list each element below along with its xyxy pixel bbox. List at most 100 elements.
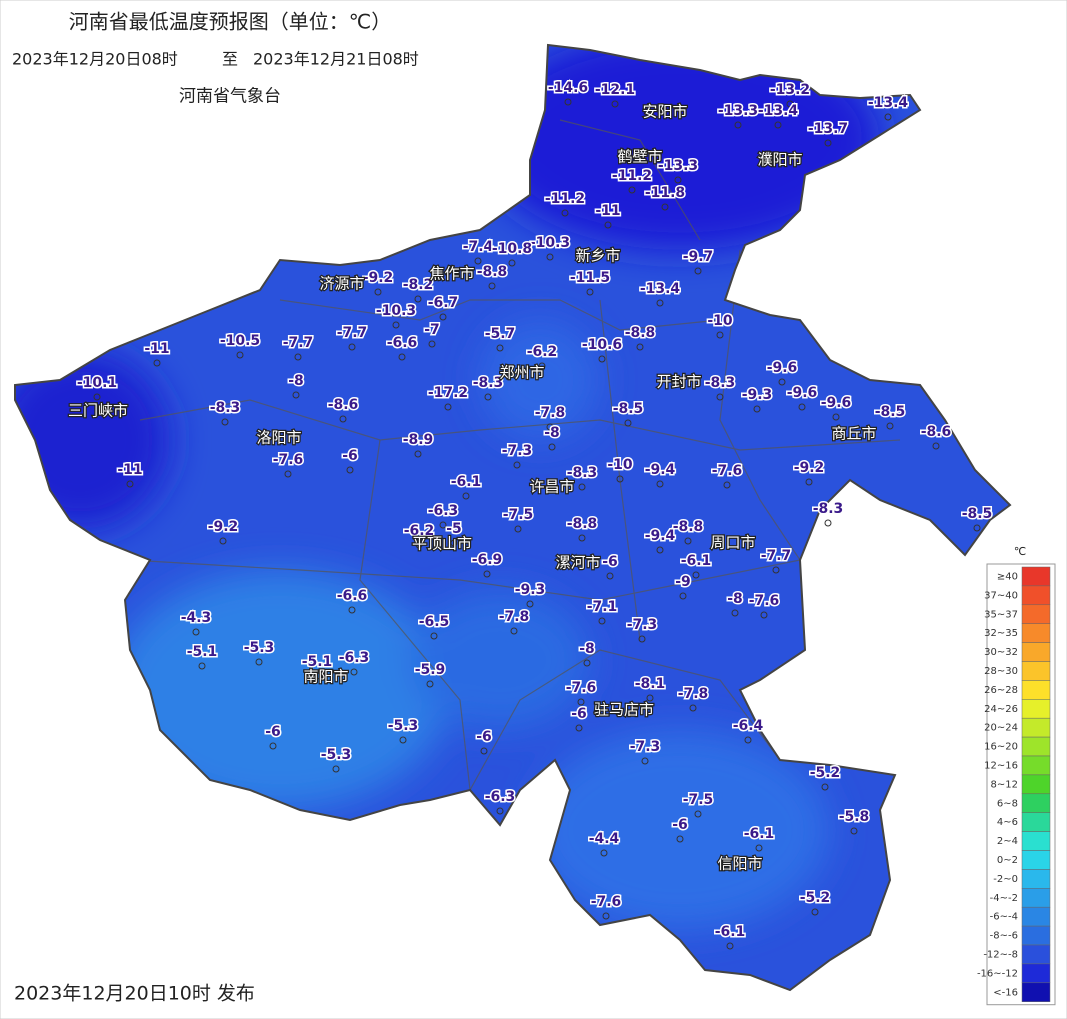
legend-swatch <box>1021 793 1051 813</box>
station-dot <box>488 282 496 290</box>
station-dot <box>439 521 447 529</box>
station-dot <box>661 203 669 211</box>
station-value: -6.2 <box>404 523 435 539</box>
legend-swatch <box>1021 850 1051 870</box>
legend-unit: ℃ <box>1014 545 1026 558</box>
legend-swatch <box>1021 755 1051 776</box>
station-dot <box>694 810 702 818</box>
station-dot <box>526 600 534 608</box>
station-value: -9.4 <box>645 462 676 478</box>
station-dot <box>514 525 522 533</box>
station-value: -11.2 <box>545 191 585 207</box>
city-name: 焦作市 <box>429 265 474 283</box>
station-dot <box>646 694 654 702</box>
station-value: -7.5 <box>503 507 534 523</box>
station-value: -6.1 <box>451 474 482 490</box>
legend-swatch <box>1021 982 1051 1002</box>
station-value: -10.3 <box>376 303 416 319</box>
station-value: -5 <box>446 521 462 537</box>
station-dot <box>561 209 569 217</box>
legend-swatch <box>1021 963 1051 984</box>
station-value: -6 <box>265 724 281 740</box>
legend-swatch <box>1021 925 1051 946</box>
station-value: -7.6 <box>566 680 597 696</box>
city-name: 周口市 <box>710 534 755 552</box>
station-dot <box>546 423 554 431</box>
station-dot <box>600 849 608 857</box>
station-value: -7.6 <box>712 463 743 479</box>
station-value: -13.4 <box>640 281 681 297</box>
agency: 河南省气象台 <box>179 87 281 107</box>
legend-label: 26~28 <box>984 685 1018 696</box>
station-dot <box>641 757 649 765</box>
station-dot <box>679 592 687 600</box>
station-value: -11.5 <box>570 270 610 286</box>
province-outline <box>14 43 1012 992</box>
station-dot <box>586 288 594 296</box>
legend-swatch <box>1021 661 1051 681</box>
station-dot <box>598 617 606 625</box>
station-value: -6.1 <box>744 826 775 842</box>
station-dot <box>428 340 436 348</box>
legend-label: -6~-4 <box>990 912 1018 923</box>
station-dot <box>689 704 697 712</box>
station-value: -8.5 <box>875 404 906 420</box>
station-value: -13.4 <box>868 95 909 111</box>
city-name: 开封市 <box>656 373 701 391</box>
station-dot <box>126 480 134 488</box>
legend-label: -4~-2 <box>990 893 1018 904</box>
station-dot <box>462 492 470 500</box>
station-value: -10.5 <box>220 333 260 349</box>
station-dot <box>415 541 423 549</box>
station-value: -7.7 <box>761 548 792 564</box>
published: 2023年12月20日10时 发布 <box>14 983 255 1005</box>
station-dot <box>832 413 840 421</box>
station-dot <box>269 742 277 750</box>
legend-label: ≥40 <box>997 571 1018 582</box>
legend-label: 35~37 <box>984 609 1018 620</box>
station-dot <box>548 443 556 451</box>
station-value: -9.3 <box>515 582 546 598</box>
station-dot <box>772 566 780 574</box>
legend-swatch <box>1021 604 1051 624</box>
station-value: -8.3 <box>567 465 598 481</box>
station-value: -14.6 <box>548 80 588 96</box>
station-value: -11 <box>595 203 620 219</box>
legend-swatch <box>1021 642 1051 662</box>
legend-label: 0~2 <box>997 855 1018 866</box>
legend-swatch <box>1021 812 1051 832</box>
station-dot <box>255 658 263 666</box>
station-dot <box>398 353 406 361</box>
station-value: -10.1 <box>77 375 117 391</box>
station-dot <box>774 121 782 129</box>
station-value: -7.3 <box>630 739 661 755</box>
station-value: -8 <box>727 591 743 607</box>
legend-swatch <box>1021 699 1051 719</box>
station-dot <box>760 611 768 619</box>
legend-swatch <box>1021 736 1051 757</box>
station-dot <box>583 659 591 667</box>
station-dot <box>636 343 644 351</box>
station-value: -5.8 <box>839 809 870 825</box>
city-name: 郑州市 <box>499 364 544 382</box>
station-dot <box>850 827 858 835</box>
legend-label: 16~20 <box>984 742 1018 753</box>
station-dot <box>332 765 340 773</box>
station-value: -13.3 <box>658 158 698 174</box>
station-value: -5.2 <box>810 765 841 781</box>
station-value: -8.5 <box>962 506 993 522</box>
station-value: -10 <box>707 313 733 329</box>
title: 河南省最低温度预报图（单位：℃） <box>69 10 391 34</box>
legend-label: -16~-12 <box>977 968 1018 979</box>
station-value: -12.1 <box>595 82 635 98</box>
station-dot <box>414 450 422 458</box>
station-dot <box>694 267 702 275</box>
city-name: 濮阳市 <box>757 151 802 169</box>
station-value: -6.7 <box>428 295 459 311</box>
city-name: 济源市 <box>319 275 364 293</box>
station-value: -6.6 <box>337 588 368 604</box>
station-dot <box>192 628 200 636</box>
legend-swatch <box>1021 680 1051 700</box>
station-dot <box>399 736 407 744</box>
station-value: -8 <box>579 641 595 657</box>
